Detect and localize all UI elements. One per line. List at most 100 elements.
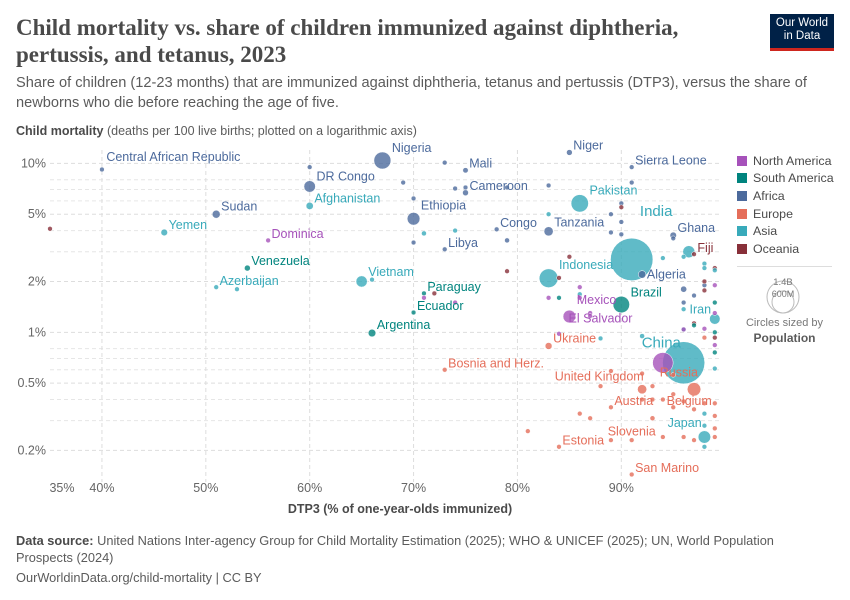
data-point-bosnia-and-herz- [442, 367, 448, 373]
data-point-country [452, 185, 458, 192]
size-legend-variable[interactable]: Population [753, 331, 816, 345]
y-tick-label: 5% [28, 207, 46, 221]
legend-label: South America [753, 171, 834, 186]
x-axis-title: DTP3 (% of one-year-olds immunized) [287, 502, 513, 516]
x-tick-label: 90% [609, 481, 634, 495]
data-label: Ethiopia [421, 198, 466, 212]
data-point-country [701, 265, 708, 271]
source-url[interactable]: OurWorldinData.org/child-mortality | CC … [16, 570, 262, 585]
data-label: Russia [660, 366, 698, 380]
legend-swatch [737, 208, 747, 219]
data-point-country [410, 195, 417, 202]
y-axis-title-rest: (deaths per 100 live births; plotted on … [103, 124, 417, 138]
data-label: El Salvador [569, 312, 633, 326]
data-source-label: Data source: [16, 533, 94, 548]
data-point-country [431, 290, 437, 297]
x-tick-label: 40% [89, 481, 114, 495]
data-point-congo [494, 226, 500, 232]
data-point-paraguay [421, 290, 427, 297]
data-point-yemen [160, 228, 168, 237]
data-point-ecuador [410, 309, 417, 316]
y-tick-label: 10% [21, 156, 46, 170]
data-label: Libya [448, 236, 478, 250]
legend-swatch [737, 243, 747, 254]
data-point-belgium [670, 404, 676, 410]
data-point-country [691, 292, 697, 299]
data-point-country [504, 237, 510, 244]
legend-label: Asia [753, 224, 778, 239]
data-label: Afghanistan [314, 191, 380, 205]
data-point-country [680, 434, 687, 440]
data-label: Argentina [377, 318, 431, 332]
data-point-country [545, 182, 552, 189]
data-point-country [618, 231, 624, 238]
data-point-country [712, 267, 718, 273]
y-tick-label: 0.5% [18, 376, 47, 390]
data-label: Ukraine [553, 332, 596, 346]
legend-item-asia[interactable]: Asia [737, 222, 834, 240]
data-label: Algeria [647, 268, 686, 282]
data-point-country [701, 444, 708, 450]
data-point-country [712, 329, 718, 335]
data-label: United Kingdom [555, 370, 644, 384]
legend-label: Europe [753, 206, 793, 221]
data-point-country [712, 413, 718, 419]
data-point-country [660, 255, 666, 261]
y-tick-label: 2% [28, 274, 46, 288]
data-point-country [680, 326, 687, 333]
data-label: Indonesia [559, 258, 613, 272]
data-point-country [618, 219, 624, 225]
legend-swatch [737, 226, 747, 237]
data-point-country [712, 334, 718, 341]
data-label: Cameroon [469, 179, 527, 193]
data-label: Nigeria [392, 141, 432, 155]
data-label: Brazil [631, 285, 662, 299]
data-label: China [642, 335, 682, 352]
legend-item-north-america[interactable]: North America [737, 152, 834, 170]
data-label: San Marino [635, 461, 699, 475]
data-point-country [649, 383, 656, 389]
data-point-india [610, 237, 654, 281]
legend-swatch [737, 190, 747, 201]
data-point-country [712, 365, 718, 372]
chart-subtitle: Share of children (12-23 months) that ar… [16, 75, 807, 111]
owid-logo[interactable]: Our World in Data [770, 14, 834, 51]
data-label: Fiji [697, 241, 713, 255]
data-point-country [680, 285, 687, 293]
data-point-country [701, 278, 708, 285]
size-legend-small-circle [771, 290, 795, 314]
data-point-country [691, 406, 697, 412]
size-legend: 1.4B 600M Circles sized by Population [737, 266, 832, 345]
data-point-country [369, 276, 375, 283]
data-point-japan [697, 430, 711, 444]
data-point-libya [442, 246, 448, 252]
data-label: Tanzania [554, 216, 604, 230]
data-point-country [701, 423, 708, 429]
data-point-country [307, 164, 313, 170]
data-point-country [545, 211, 552, 217]
data-point-cameroon [462, 189, 469, 196]
data-point-country [712, 400, 718, 406]
data-label: Paraguay [427, 280, 481, 294]
x-tick-label: 70% [401, 481, 426, 495]
legend-item-south-america[interactable]: South America [737, 170, 834, 188]
data-point-vietnam [355, 275, 368, 288]
data-point-country [701, 287, 708, 294]
data-label: DR Congo [316, 170, 374, 184]
data-point-country [660, 396, 666, 403]
data-label: Austria [614, 394, 653, 408]
size-legend-large-label: 1.4B [773, 277, 793, 288]
legend-item-europe[interactable]: Europe [737, 205, 834, 223]
data-point-country [639, 396, 645, 403]
legend-item-oceania[interactable]: Oceania [737, 240, 834, 258]
data-point-country [629, 179, 635, 186]
data-point-country [701, 411, 708, 417]
data-point-country [660, 434, 666, 440]
data-point-country [462, 184, 469, 191]
legend-item-africa[interactable]: Africa [737, 187, 834, 205]
data-point-dominica [265, 237, 271, 244]
data-point-indonesia [538, 268, 559, 288]
data-point-country [452, 227, 458, 234]
data-label: Ecuador [417, 299, 464, 313]
